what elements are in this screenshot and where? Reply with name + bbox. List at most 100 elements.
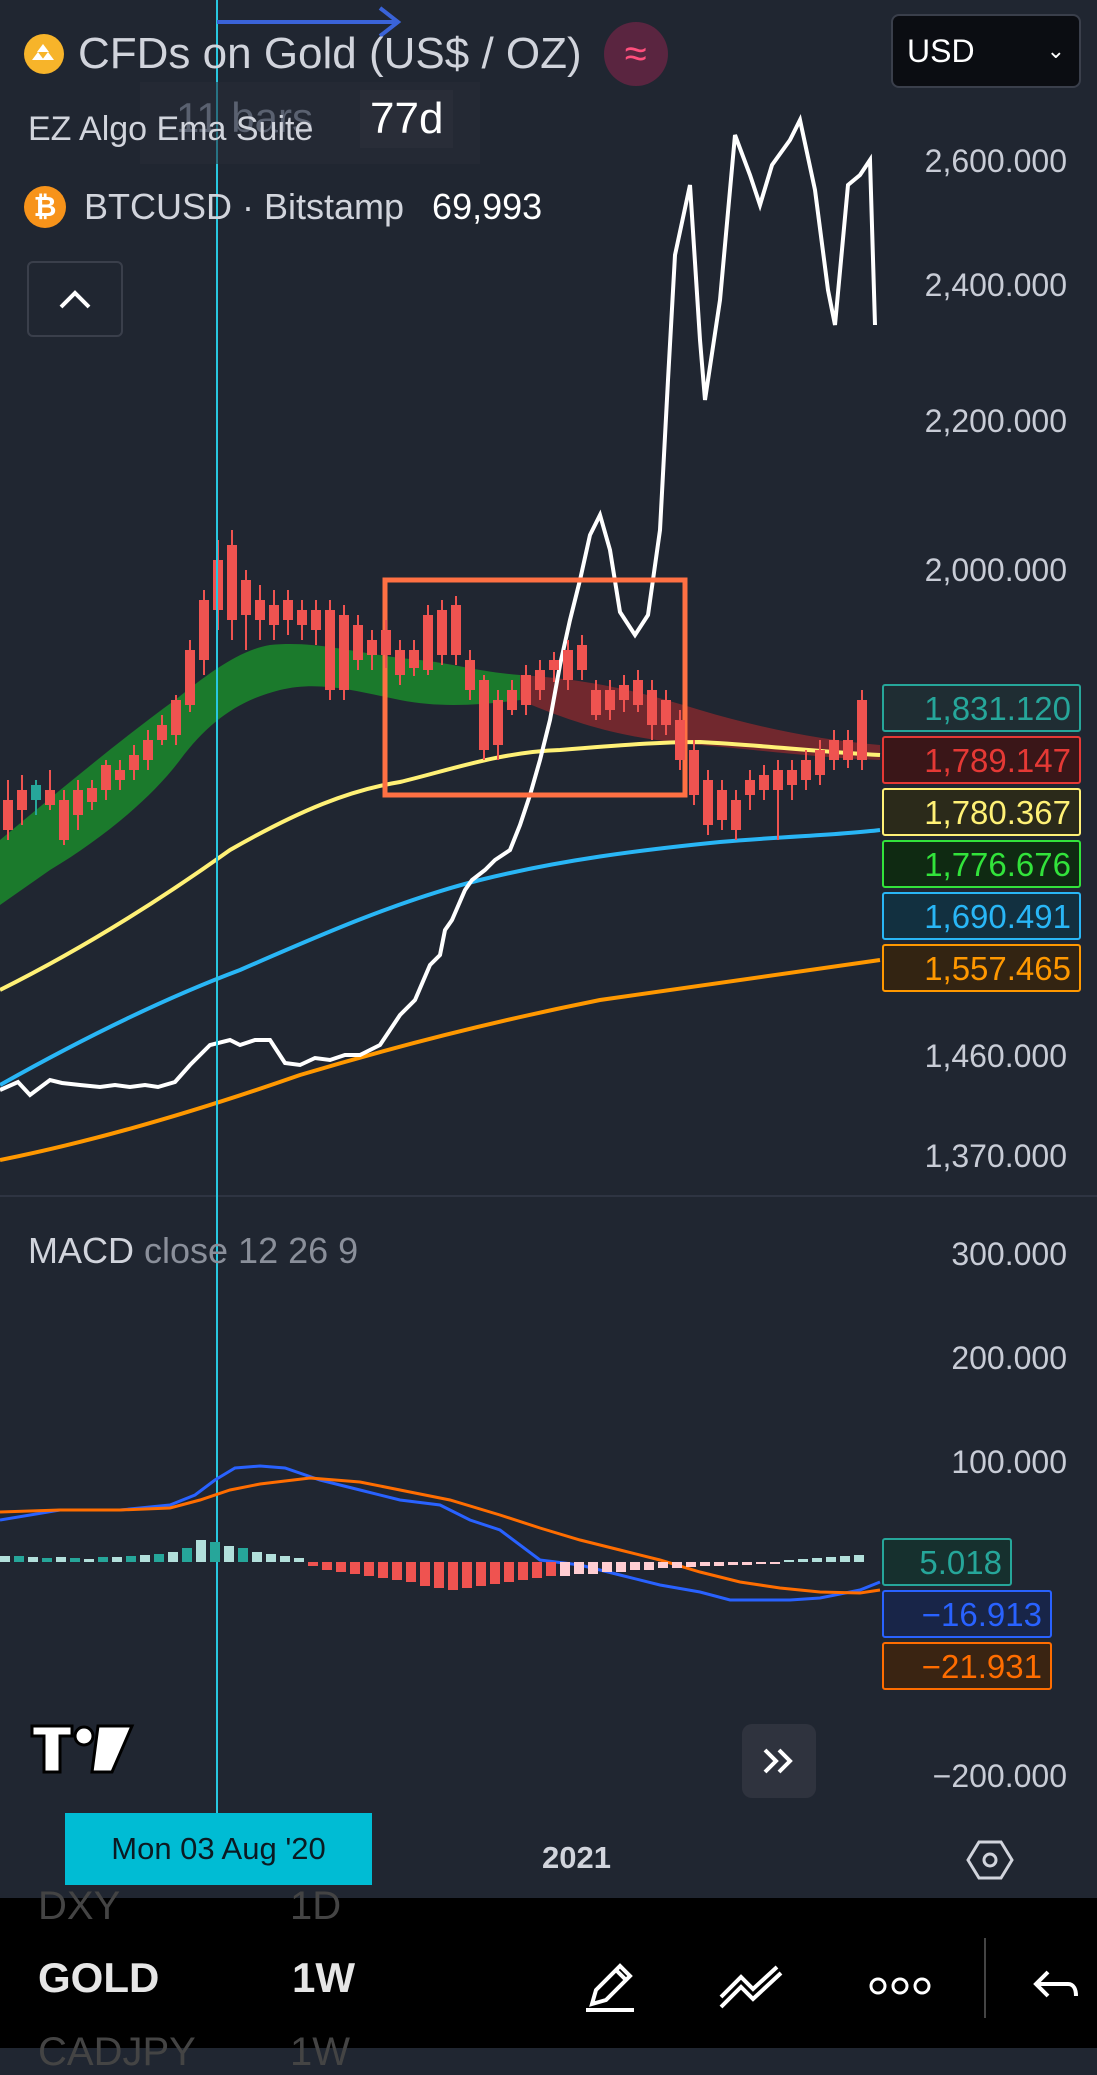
histogram-bar [588,1562,598,1574]
active-ticker[interactable]: GOLD [38,1954,160,2001]
histogram-bar [504,1562,514,1582]
histogram-bar [728,1562,738,1565]
candle-body [745,780,755,795]
histogram-bar [56,1557,66,1562]
histogram-bar [196,1540,206,1562]
price-axis-label: 2,400.000 [924,267,1067,303]
crosshair-date-label: Mon 03 Aug '20 [65,1813,372,1885]
drawings-button[interactable] [712,1946,792,2026]
pencil-icon [586,1963,634,2012]
candle-body [3,800,13,830]
histogram-bar [266,1554,276,1562]
ema-badge-red: 1,789.147 [882,736,1081,784]
currency-select[interactable]: USD ⌄ [891,14,1081,88]
histogram-bar [70,1558,80,1562]
currency-value: USD [907,32,975,69]
draw-tool-button[interactable] [570,1946,650,2026]
undo-button[interactable] [1020,1946,1090,2026]
candle-body [591,690,601,715]
histogram-bar [252,1552,262,1562]
ema-badge-yellow: 1,780.367 [882,788,1081,836]
candle-body [87,788,97,802]
candle-body [773,770,783,790]
candle-body [353,625,363,660]
candle-body [227,545,237,620]
compare-symbol-row[interactable]: ₿ BTCUSD · Bitstamp 69,993 [24,186,542,228]
symbol-header[interactable]: CFDs on Gold (US$ / OZ) ≈ [24,22,668,86]
histogram-bar [714,1562,724,1566]
bars-duration: 77d [360,90,454,148]
more-button[interactable] [860,1946,940,2026]
candle-body [31,785,41,800]
candle-body [675,720,685,760]
histogram-bar [448,1562,458,1590]
active-interval[interactable]: 1W [292,1954,355,2001]
price-axis-label: 2,000.000 [924,552,1067,588]
bitcoin-icon: ₿ [24,186,66,228]
time-axis-year-label: 2021 [542,1840,611,1875]
watchlist-interval-above[interactable]: 1D [290,1884,342,1928]
undo-icon [1033,1970,1078,1998]
histogram-bar [350,1562,360,1574]
wave-icon[interactable]: ≈ [603,22,668,86]
candlestick-series [3,530,867,845]
histogram-bar [280,1556,290,1562]
candle-body [493,700,503,745]
ema-orange-line [0,958,881,1162]
ema-badge-cyan: 1,690.491 [882,892,1081,940]
candle-body [717,790,727,820]
symbol-title[interactable]: CFDs on Gold (US$ / OZ) [78,29,582,78]
candle-body [339,615,349,690]
toolbar-divider [984,1938,986,2018]
candle-body [577,645,587,670]
scroll-to-realtime-button[interactable] [742,1724,816,1798]
histogram-bar [630,1562,640,1570]
compare-symbol[interactable]: BTCUSD · Bitstamp [84,186,405,227]
collapse-legend-button[interactable] [27,261,123,337]
price-axis-label: 1,370.000 [924,1138,1067,1174]
selection-rectangle[interactable] [382,577,688,798]
price-axis-label: 2,600.000 [924,143,1067,179]
candle-body [367,640,377,655]
histogram-bar [518,1562,528,1580]
histogram-bar [210,1542,220,1562]
macd-params: close 12 26 9 [144,1230,359,1271]
histogram-bar [182,1548,192,1562]
histogram-bar [658,1562,668,1568]
histogram-bar [854,1555,864,1562]
candle-body [647,690,657,725]
macd-signal-badge: −21.931 [882,1642,1052,1690]
histogram-bar [616,1562,626,1572]
watchlist-interval-below[interactable]: 1W [290,2030,350,2074]
candle-body [843,740,853,760]
chart-settings-button[interactable] [960,1832,1020,1888]
hexagon-settings-icon [966,1840,1014,1880]
histogram-bar [140,1555,150,1562]
candle-body [143,740,153,760]
double-chevron-right-icon [763,1748,793,1774]
histogram-bar [168,1552,178,1562]
candle-body [409,650,419,668]
chart-canvas[interactable] [0,0,1097,1890]
compare-value: 69,993 [432,186,543,227]
histogram-bar [784,1560,794,1562]
histogram-bar [84,1559,94,1562]
candle-body [549,660,559,670]
macd-title[interactable]: MACD close 12 26 9 [28,1230,358,1272]
candle-body [451,605,461,655]
chevron-up-icon [59,290,91,309]
candle-body [115,770,125,780]
histogram-bar [238,1548,248,1562]
watchlist-ticker-above[interactable]: DXY [38,1884,121,1928]
candle-body [423,615,433,670]
histogram-bar [756,1562,766,1564]
indicator-name[interactable]: EZ Algo Ema Suite [28,110,314,148]
bottom-toolbar: DXY 1D GOLD 1W CADJPY 1W [0,1884,1097,2074]
candle-body [381,630,391,655]
candle-body [129,755,139,770]
watchlist-ticker-below[interactable]: CADJPY [38,2030,196,2074]
tradingview-logo[interactable] [28,1720,136,1781]
candle-body [619,685,629,700]
candle-body [395,650,405,675]
price-axis-label: 1,460.000 [924,1038,1067,1074]
